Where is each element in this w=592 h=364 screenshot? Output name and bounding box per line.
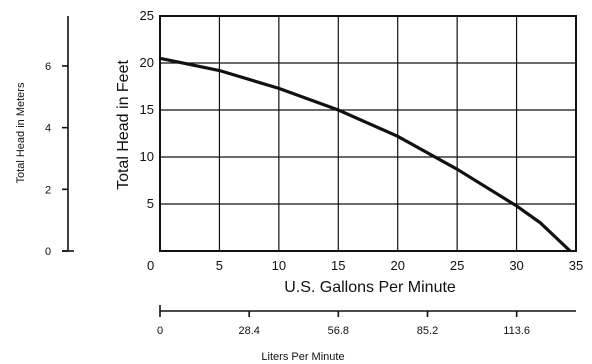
x-tick-label: 30	[509, 258, 523, 273]
y-tick-label: 5	[147, 196, 154, 211]
curve-layer	[159, 56, 572, 253]
plot-frame	[159, 15, 577, 252]
x-tick-label: 25	[450, 258, 464, 273]
y-tick-label: 15	[140, 102, 154, 117]
meters-tick-label: 2	[45, 184, 51, 196]
y-tick-label: 20	[140, 55, 154, 70]
x-axis-title-lpm: Liters Per Minute	[261, 351, 344, 363]
x-axis-title-gpm: U.S. Gallons Per Minute	[284, 279, 456, 296]
y-tick-label: 10	[140, 149, 154, 164]
pump-curve-line	[159, 56, 572, 253]
meters-tick-label: 4	[45, 123, 51, 135]
lpm-tick-label: 56.8	[328, 325, 349, 337]
label-layer: 0 5 10 15 20 25 30 35 5 10 15 20 25 0 2 4 6 0 28.4 56.8 85.2…	[45, 8, 583, 337]
meters-tick-label: 6	[45, 61, 51, 73]
x-tick-label: 10	[272, 258, 286, 273]
meters-tick-label: 0	[45, 246, 51, 258]
y-axis-title-meters: Total Head in Meters	[15, 82, 27, 183]
lpm-tick-label: 113.6	[503, 325, 530, 337]
grid-layer	[62, 15, 577, 317]
lpm-tick-label: 85.2	[417, 325, 438, 337]
x-tick-label: 35	[569, 258, 583, 273]
x-tick-label: 5	[216, 258, 223, 273]
y-tick-label: 25	[140, 8, 154, 23]
lpm-tick-label: 0	[157, 325, 163, 337]
y-axis-title-feet: Total Head in Feet	[115, 60, 132, 190]
x-tick-label: 20	[390, 258, 404, 273]
x-tick-label: 15	[331, 258, 345, 273]
lpm-tick-label: 28.4	[238, 325, 259, 337]
x-tick-label: 0	[147, 258, 154, 273]
